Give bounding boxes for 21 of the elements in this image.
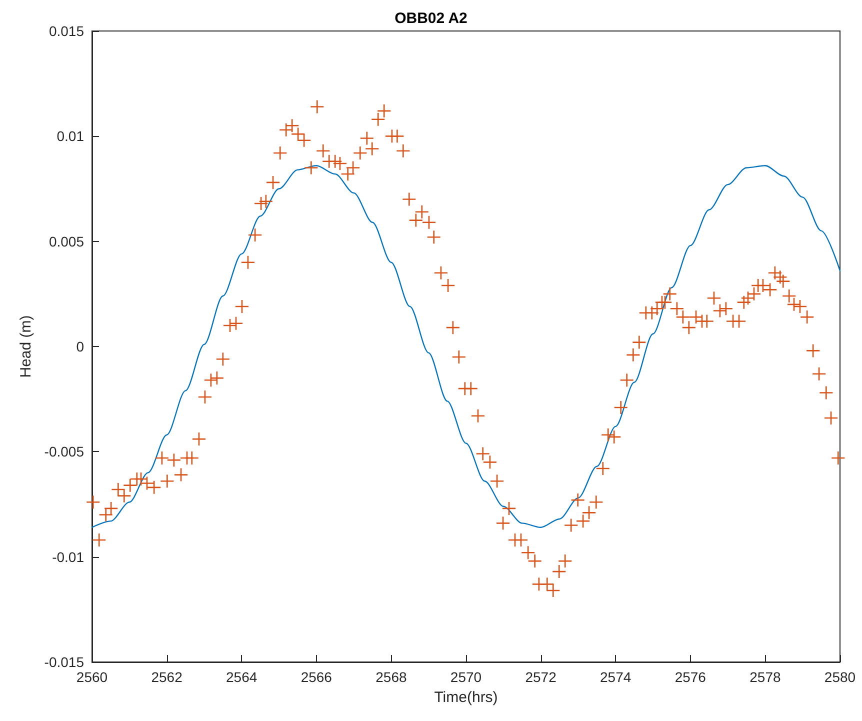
y-tick-label: 0.015 — [48, 23, 84, 39]
y-tick-label: -0.005 — [44, 444, 84, 460]
y-axis-title: Head (m) — [17, 315, 34, 378]
x-tick-label: 2564 — [226, 669, 258, 685]
y-tick-label: 0.01 — [56, 128, 84, 144]
x-tick-label: 2560 — [76, 669, 108, 685]
y-tick-label: -0.01 — [52, 548, 84, 565]
y-tick-label: -0.015 — [44, 654, 84, 670]
x-tick-label: 2580 — [824, 669, 856, 685]
x-tick-label: 2574 — [600, 669, 632, 685]
x-tick-label: 2562 — [151, 669, 183, 685]
x-tick-label: 2572 — [525, 669, 557, 685]
x-tick-label: 2570 — [450, 669, 482, 685]
y-tick-label: 0 — [76, 338, 84, 354]
x-tick-label: 2568 — [376, 669, 407, 685]
x-axis-title: Time(hrs) — [434, 689, 498, 706]
x-tick-label: 2576 — [674, 669, 706, 685]
chart-title: OBB02 A2 — [394, 10, 468, 27]
x-tick-label: 2566 — [300, 669, 332, 685]
y-tick-label: 0.005 — [48, 233, 84, 250]
x-tick-label: 2578 — [750, 669, 781, 685]
